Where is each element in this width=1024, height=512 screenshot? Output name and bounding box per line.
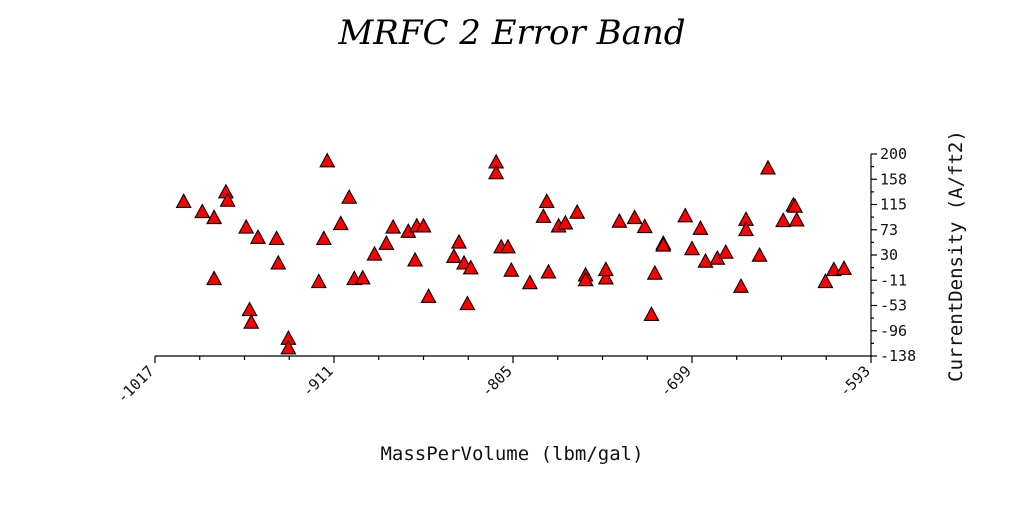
y-tick-label: -11 — [880, 271, 907, 289]
x-tick-label: -805 — [478, 362, 516, 400]
data-point — [249, 229, 267, 244]
y-tick-label: 115 — [880, 196, 907, 214]
data-point — [420, 288, 437, 304]
data-point — [643, 306, 660, 321]
data-point — [378, 234, 395, 250]
y-tick-label: -96 — [880, 322, 907, 340]
data-point — [540, 263, 557, 279]
x-tick-label: -699 — [657, 362, 695, 400]
data-point — [683, 240, 701, 256]
data-point — [280, 339, 297, 355]
data-point — [817, 273, 834, 289]
x-tick-label: -593 — [836, 362, 874, 400]
data-point — [366, 245, 383, 261]
data-point — [450, 233, 468, 249]
data-point — [341, 188, 358, 204]
x-tick-label: -911 — [299, 362, 337, 400]
data-point — [194, 203, 211, 219]
data-point — [462, 259, 479, 275]
data-point — [626, 209, 643, 225]
data-point — [788, 211, 805, 227]
y-tick-label: -53 — [880, 297, 907, 315]
data-point — [407, 251, 424, 267]
data-point — [697, 252, 714, 268]
data-point — [219, 191, 236, 207]
data-point — [677, 207, 694, 223]
y-tick-label: 73 — [880, 221, 898, 239]
data-point — [655, 236, 672, 252]
data-markers — [175, 152, 853, 355]
y-tick-label: 30 — [880, 246, 898, 264]
data-point — [538, 193, 555, 208]
data-point — [751, 246, 768, 262]
data-point — [315, 230, 332, 246]
data-point — [636, 218, 653, 234]
data-point — [415, 217, 432, 233]
data-point — [737, 221, 755, 237]
y-tick-label: -138 — [880, 347, 916, 365]
data-point — [332, 215, 349, 231]
data-point — [611, 212, 628, 228]
data-point — [310, 273, 327, 289]
data-point — [243, 313, 260, 329]
data-point — [597, 261, 614, 277]
data-point — [557, 214, 574, 230]
data-point — [206, 270, 223, 286]
data-point — [488, 164, 505, 180]
data-point — [521, 274, 538, 290]
chart-title: MRFC 2 Error Band — [337, 13, 685, 53]
data-point — [238, 218, 255, 234]
data-point — [717, 243, 734, 259]
data-point — [268, 230, 285, 246]
data-point — [206, 209, 223, 225]
data-point — [569, 203, 586, 219]
data-point — [775, 212, 792, 228]
data-point — [759, 159, 777, 175]
data-point — [354, 269, 371, 285]
data-point — [445, 248, 462, 263]
data-point — [241, 301, 258, 317]
data-point — [175, 193, 192, 208]
data-point — [597, 269, 614, 285]
data-point — [646, 264, 663, 280]
data-point — [692, 220, 709, 235]
y-axis-label: CurrentDensity (A/ft2) — [945, 130, 967, 382]
data-point — [499, 238, 516, 254]
data-point — [577, 271, 594, 287]
y-tick-label: 200 — [880, 145, 907, 163]
data-point — [270, 254, 287, 270]
data-point — [459, 295, 476, 311]
x-axis-label: MassPerVolume (lbm/gal) — [380, 443, 643, 465]
data-point — [535, 208, 552, 223]
data-point — [786, 197, 804, 213]
y-tick-label: 158 — [880, 170, 907, 188]
data-point — [732, 278, 750, 293]
data-point — [319, 152, 336, 168]
data-point — [503, 261, 520, 277]
data-point — [385, 218, 402, 234]
data-point — [835, 260, 853, 275]
x-tick-label: -1017 — [113, 362, 158, 407]
